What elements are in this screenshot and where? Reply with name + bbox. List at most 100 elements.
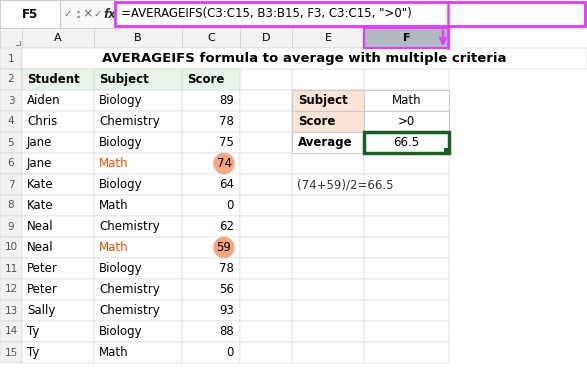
Bar <box>292 279 364 300</box>
Bar <box>182 48 240 69</box>
Text: 12: 12 <box>4 285 18 294</box>
Circle shape <box>214 153 234 173</box>
Bar <box>94 174 182 195</box>
Text: 1: 1 <box>8 53 14 64</box>
Bar <box>240 321 292 342</box>
Text: ✓: ✓ <box>64 9 72 19</box>
Bar <box>0 258 22 279</box>
Bar <box>22 153 94 174</box>
Bar <box>22 342 94 363</box>
Bar <box>94 69 182 90</box>
Bar <box>94 48 182 69</box>
Text: Math: Math <box>99 241 129 254</box>
Bar <box>22 132 94 153</box>
Text: 75: 75 <box>219 136 234 149</box>
Text: Student: Student <box>27 73 80 86</box>
Text: >0: >0 <box>398 115 415 128</box>
Bar <box>364 111 449 132</box>
Text: Neal: Neal <box>27 220 53 233</box>
Text: Kate: Kate <box>27 178 53 191</box>
Bar <box>364 153 449 174</box>
Text: 2: 2 <box>8 74 14 85</box>
Bar <box>182 111 240 132</box>
Bar <box>364 237 449 258</box>
Text: Math: Math <box>392 94 421 107</box>
Bar <box>364 69 449 90</box>
Bar <box>292 216 364 237</box>
Text: :: : <box>76 8 80 21</box>
Bar <box>364 48 449 69</box>
Bar <box>182 90 240 111</box>
Text: 78: 78 <box>219 115 234 128</box>
Text: E: E <box>325 33 332 43</box>
Bar <box>0 0 60 28</box>
Text: 88: 88 <box>220 325 234 338</box>
Bar <box>240 195 292 216</box>
Text: AVERAGEIFS formula to average with multiple criteria: AVERAGEIFS formula to average with multi… <box>102 52 507 65</box>
Bar <box>240 153 292 174</box>
Bar <box>292 132 364 153</box>
Bar <box>292 69 364 90</box>
Bar <box>364 132 449 153</box>
Text: Aiden: Aiden <box>27 94 60 107</box>
Text: 59: 59 <box>217 241 231 254</box>
Text: Biology: Biology <box>99 325 143 338</box>
Bar <box>364 90 449 111</box>
Bar <box>22 69 94 90</box>
Bar <box>0 195 22 216</box>
Bar <box>0 90 22 111</box>
Text: Score: Score <box>187 73 224 86</box>
Text: Biology: Biology <box>99 178 143 191</box>
Bar <box>22 195 94 216</box>
Text: Biology: Biology <box>99 262 143 275</box>
Bar <box>364 321 449 342</box>
Bar <box>240 111 292 132</box>
Bar <box>22 174 94 195</box>
Text: =AVERAGEIFS(C3:C15, B3:B15, F3, C3:C15, ">0"): =AVERAGEIFS(C3:C15, B3:B15, F3, C3:C15, … <box>121 8 411 21</box>
Text: Math: Math <box>99 346 129 359</box>
Bar <box>364 174 449 195</box>
Bar <box>292 321 364 342</box>
Text: Math: Math <box>99 199 129 212</box>
Bar <box>182 28 240 48</box>
Bar <box>292 237 364 258</box>
Bar <box>22 48 587 69</box>
Bar <box>292 90 364 111</box>
Bar <box>0 321 22 342</box>
Bar <box>292 132 364 153</box>
Bar <box>94 258 182 279</box>
Bar <box>182 216 240 237</box>
Bar <box>182 342 240 363</box>
Bar <box>364 279 449 300</box>
Bar <box>240 300 292 321</box>
Bar <box>94 69 182 90</box>
Bar <box>292 342 364 363</box>
Bar <box>22 216 94 237</box>
Bar <box>364 28 449 48</box>
Text: ✓: ✓ <box>94 9 102 19</box>
Text: Jane: Jane <box>27 136 52 149</box>
Bar <box>0 28 22 48</box>
Text: D: D <box>262 33 270 43</box>
Text: Peter: Peter <box>27 283 58 296</box>
Bar <box>240 132 292 153</box>
Bar <box>60 0 115 28</box>
Bar <box>240 237 292 258</box>
Bar <box>22 321 94 342</box>
Bar <box>94 216 182 237</box>
Bar <box>240 279 292 300</box>
Text: Biology: Biology <box>99 136 143 149</box>
Text: Subject: Subject <box>99 73 149 86</box>
Text: F5: F5 <box>22 8 38 21</box>
Bar <box>94 300 182 321</box>
Bar <box>292 48 364 69</box>
Bar <box>94 111 182 132</box>
Bar <box>240 258 292 279</box>
Bar <box>115 2 585 26</box>
Bar <box>364 195 449 216</box>
Text: Average: Average <box>298 136 353 149</box>
Text: 15: 15 <box>4 347 18 358</box>
Bar <box>182 300 240 321</box>
Text: 7: 7 <box>8 179 14 190</box>
Text: A: A <box>54 33 62 43</box>
